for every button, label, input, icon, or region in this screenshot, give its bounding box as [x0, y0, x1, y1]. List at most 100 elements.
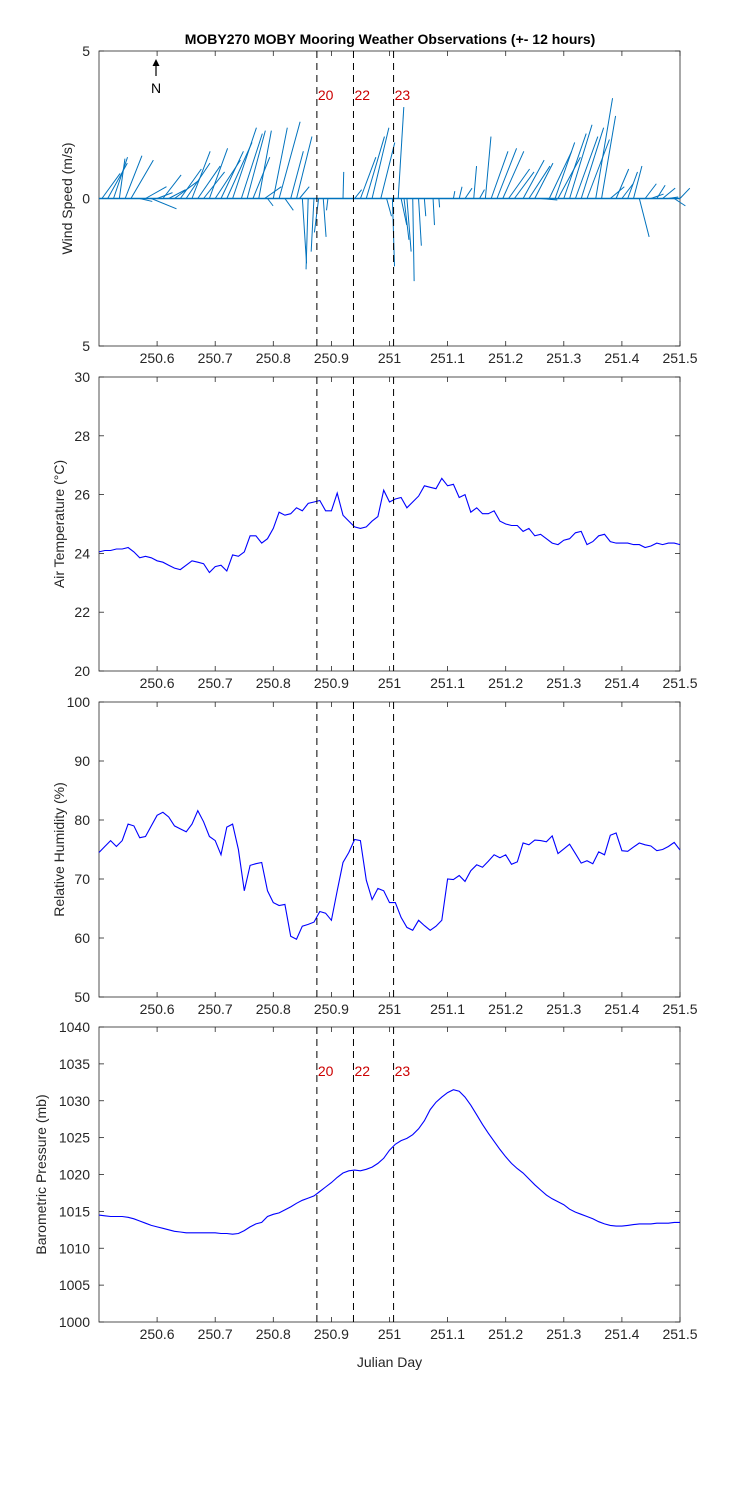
- wind-vector: [342, 171, 345, 199]
- wind-vector: [464, 187, 473, 199]
- x-tick-label: 251.3: [546, 350, 581, 366]
- wind-vector: [595, 98, 614, 199]
- wind-vector: [432, 198, 435, 226]
- y-tick-label: 1000: [59, 1314, 90, 1330]
- wind-vector: [548, 151, 573, 199]
- wind-vector: [412, 198, 415, 282]
- x-tick-label: 250.7: [198, 1001, 233, 1017]
- wind-vector: [162, 174, 182, 199]
- x-tick-label: 251.4: [604, 1326, 639, 1342]
- y-tick-label: 30: [74, 369, 90, 385]
- wind-vector: [301, 198, 308, 264]
- y-axis-label: Air Temperature (°C): [51, 460, 67, 588]
- y-tick-label: 1040: [59, 1019, 90, 1035]
- x-tick-label: 250.8: [256, 350, 291, 366]
- wind-vector: [563, 133, 587, 199]
- x-tick-label: 250.6: [140, 350, 175, 366]
- x-tick-label: 251.5: [662, 1001, 697, 1017]
- wind-vector: [502, 151, 525, 199]
- north-indicator: N: [151, 59, 161, 96]
- wind-vector: [673, 198, 686, 207]
- wind-vector: [371, 127, 390, 199]
- wind-vector: [406, 198, 412, 252]
- wind-vector: [185, 162, 211, 199]
- x-tick-label: 251.5: [662, 1326, 697, 1342]
- wind-vector: [615, 168, 630, 199]
- x-tick-label: 250.7: [198, 350, 233, 366]
- wind-vector: [423, 198, 427, 217]
- wind-vector: [528, 165, 551, 199]
- wind-vector: [145, 186, 167, 199]
- y-tick-label: 24: [74, 545, 90, 561]
- x-tick-label: 251.1: [430, 1326, 465, 1342]
- x-tick-label: 251: [378, 1326, 402, 1342]
- wind-vector: [240, 133, 263, 199]
- wind-vector: [479, 189, 485, 199]
- y-axis-label: Relative Humidity (%): [51, 782, 67, 917]
- y-tick-label: 0: [82, 191, 90, 207]
- x-tick-label: 251.3: [546, 1326, 581, 1342]
- wind-vector: [574, 136, 599, 199]
- wind-vector: [272, 127, 288, 199]
- wind-vector: [534, 162, 554, 199]
- wind-vector: [679, 187, 691, 199]
- x-tick-label: 251.4: [604, 675, 639, 691]
- wind-vector: [359, 157, 377, 199]
- y-tick-label: 26: [74, 487, 90, 503]
- y-axis-label: Wind Speed (m/s): [59, 142, 75, 254]
- wind-vector: [668, 196, 679, 199]
- wind-vector: [403, 198, 410, 240]
- y-tick-label: 1005: [59, 1277, 90, 1293]
- figure-title: MOBY270 MOBY Mooring Weather Observation…: [185, 31, 596, 47]
- wind-vector: [101, 173, 121, 199]
- wind-vector: [208, 148, 229, 199]
- y-tick-label: 50: [74, 989, 90, 1005]
- x-tick-label: 250.9: [314, 350, 349, 366]
- x-tick-label: 250.8: [256, 675, 291, 691]
- wind-vector: [656, 184, 666, 199]
- wind-vector: [458, 186, 463, 199]
- plot-frame: [98, 701, 681, 998]
- wind-vector: [191, 151, 211, 199]
- wind-vector: [267, 198, 274, 207]
- north-label: N: [151, 80, 161, 96]
- airtemp-series-line: [98, 477, 681, 574]
- wind-vector: [232, 127, 257, 199]
- y-tick-label: 1035: [59, 1056, 90, 1072]
- wind-vector: [310, 198, 315, 252]
- wind-vector: [197, 165, 221, 199]
- wind-vector: [305, 198, 309, 270]
- wind-vector: [496, 148, 518, 199]
- wind-vector: [633, 165, 643, 199]
- wind-vector: [386, 198, 392, 217]
- x-tick-label: 251.4: [604, 1001, 639, 1017]
- event-marker-label: 20: [318, 87, 334, 103]
- y-tick-label: 90: [74, 753, 90, 769]
- x-tick-label: 250.8: [256, 1001, 291, 1017]
- event-marker-label: 22: [354, 87, 370, 103]
- x-tick-label: 250.7: [198, 675, 233, 691]
- north-arrow-icon: [152, 59, 160, 66]
- relative-humidity-panel: 250.6 250.7 250.8 250.9 251 251.1 251.2 251.3 25…: [51, 694, 698, 1017]
- x-tick-label: 250.8: [256, 1326, 291, 1342]
- x-tick-label: 251: [378, 1001, 402, 1017]
- wind-vector: [168, 189, 186, 199]
- y-tick-label: 1010: [59, 1240, 90, 1256]
- wind-vector: [107, 162, 128, 199]
- wind-vector: [130, 159, 154, 199]
- x-tick-label: 251.2: [488, 350, 523, 366]
- event-marker-label: 20: [318, 1063, 334, 1079]
- wind-vector: [220, 151, 244, 199]
- wind-vector: [400, 198, 408, 226]
- x-tick-label: 251: [378, 350, 402, 366]
- wind-vector: [452, 191, 456, 199]
- y-tick-label: 1030: [59, 1093, 90, 1109]
- wind-vector: [296, 136, 313, 199]
- wind-vector: [554, 142, 576, 199]
- x-tick-label: 251.1: [430, 675, 465, 691]
- y-tick-label: 60: [74, 930, 90, 946]
- wind-vector: [627, 171, 638, 199]
- event-marker-label: 22: [354, 1063, 370, 1079]
- x-axis-label: Julian Day: [357, 1354, 422, 1370]
- x-tick-label: 250.6: [140, 1326, 175, 1342]
